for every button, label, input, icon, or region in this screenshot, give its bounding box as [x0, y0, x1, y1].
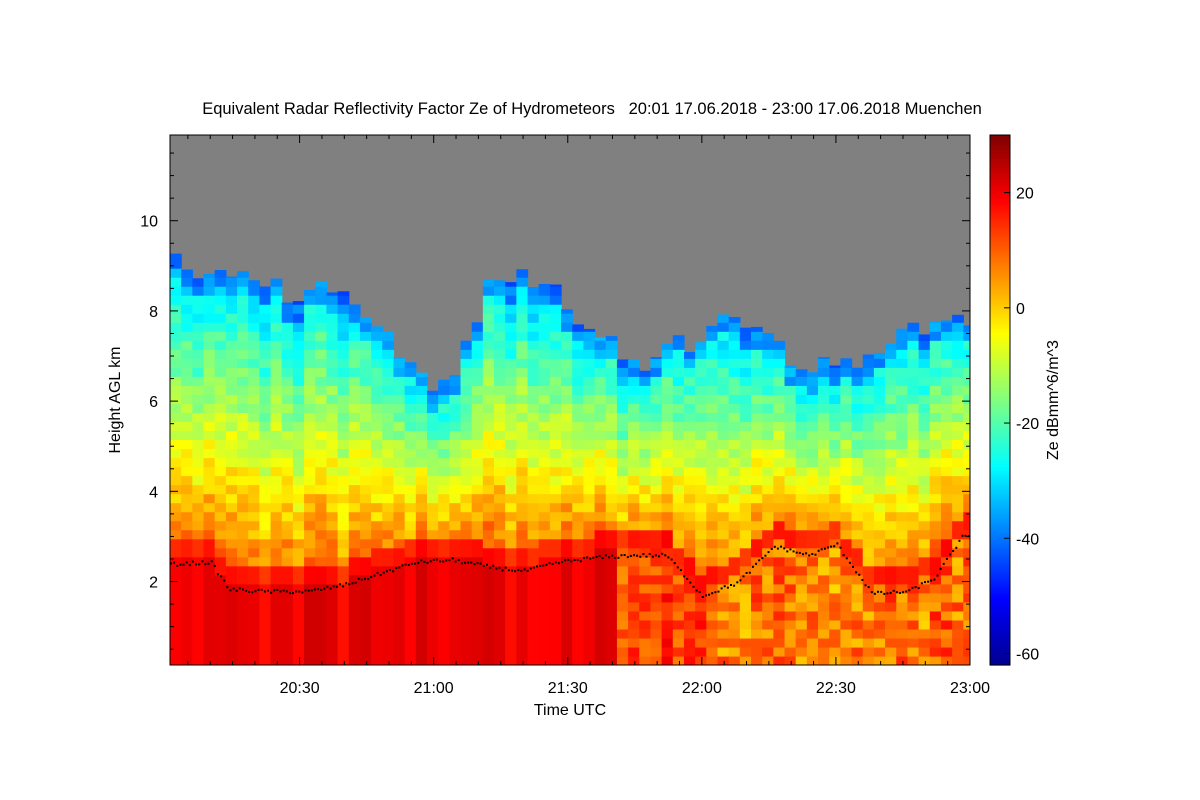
x-tick-label: 20:30	[280, 680, 320, 697]
colorbar-tick-label: 20	[1016, 186, 1034, 203]
y-axis: 2 4 6 8 10	[140, 152, 970, 650]
x-tick-label: 21:30	[548, 680, 588, 697]
chart-title: Equivalent Radar Reflectivity Factor Ze …	[202, 100, 982, 118]
melting-layer-markers	[170, 534, 970, 598]
colorbar-label: Ze dBmm^6/m^3	[1045, 340, 1062, 460]
x-axis-label: Time UTC	[534, 702, 606, 719]
plot-area	[170, 135, 970, 665]
colorbar-frame	[989, 134, 1011, 666]
x-tick-label: 23:00	[950, 680, 990, 697]
y-tick-label: 4	[149, 484, 158, 501]
colorbar-tick-label: 0	[1016, 301, 1025, 318]
y-tick-label: 6	[149, 394, 158, 411]
x-tick-label: 22:00	[682, 680, 722, 697]
y-tick-label: 2	[149, 575, 158, 592]
colorbar-tick-label: -60	[1016, 646, 1039, 663]
y-axis-label: Height AGL km	[107, 346, 124, 453]
y-tick-label: 8	[149, 304, 158, 321]
plot-frame	[169, 134, 971, 666]
x-tick-label: 22:30	[816, 680, 856, 697]
x-axis: 20:30 21:00 21:30 22:00 22:30 23:00	[187, 135, 990, 697]
colorbar-tick-label: -20	[1016, 416, 1039, 433]
colorbar-tick-label: -40	[1016, 531, 1039, 548]
y-tick-label: 10	[140, 214, 158, 231]
colorbar: 20 0 -20 -40 -60	[989, 134, 1039, 666]
reflectivity-field	[170, 253, 970, 665]
x-tick-label: 21:00	[414, 680, 454, 697]
